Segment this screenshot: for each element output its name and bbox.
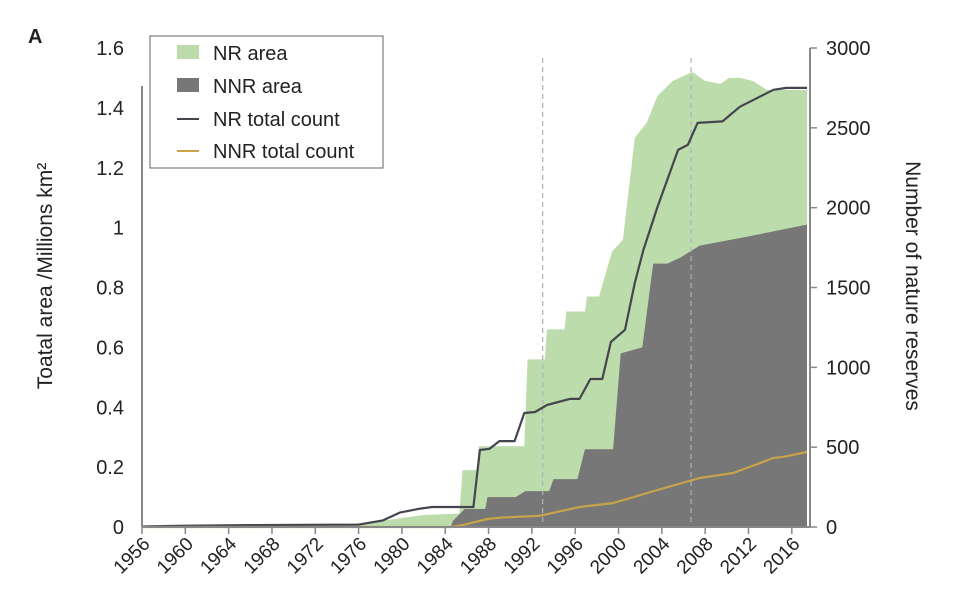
x-tick-label: 1956 bbox=[110, 534, 155, 579]
x-tick-label: 1984 bbox=[413, 533, 458, 578]
x-tick-label: 2004 bbox=[630, 533, 675, 578]
y-tick-label-left: 1.4 bbox=[96, 98, 124, 120]
y-tick-label-left: 0.6 bbox=[96, 337, 124, 359]
x-tick-label: 2012 bbox=[716, 534, 761, 579]
series-nnr-area bbox=[450, 224, 807, 527]
legend-label-nnr-area: NNR area bbox=[213, 76, 303, 98]
legend-label-nnr-count: NNR total count bbox=[213, 141, 355, 163]
legend: NR area NNR area NR total count NNR tota… bbox=[149, 35, 384, 169]
y-tick-label-left: 1 bbox=[113, 218, 124, 240]
legend-label-nr-area: NR area bbox=[213, 43, 288, 65]
series-nnr-total-count bbox=[142, 450, 808, 529]
x-tick-label: 1960 bbox=[153, 534, 198, 579]
x-tick-label: 1996 bbox=[543, 534, 588, 579]
y-axis-label-left: Toatal area /Millions km² bbox=[34, 163, 57, 389]
x-tick-label: 1968 bbox=[240, 534, 285, 579]
y-tick-label-left: 0 bbox=[113, 517, 124, 539]
y-tick-label-right: 500 bbox=[826, 437, 859, 459]
x-tick-label: 1992 bbox=[500, 534, 545, 579]
x-tick-label: 1988 bbox=[456, 534, 501, 579]
y-tick-label-left: 1.2 bbox=[96, 158, 124, 180]
legend-swatch-nnr-area bbox=[177, 78, 199, 92]
y-axis-label-right: Number of nature reserves bbox=[901, 161, 924, 411]
y-tick-label-left: 0.8 bbox=[96, 278, 124, 300]
x-tick-label: 2000 bbox=[586, 534, 631, 579]
y-tick-label-right: 3000 bbox=[826, 38, 871, 60]
plot-area bbox=[141, 58, 808, 529]
y-tick-label-right: 2500 bbox=[826, 118, 871, 140]
y-tick-label-right: 2000 bbox=[826, 198, 871, 220]
y-tick-label-right: 0 bbox=[826, 517, 837, 539]
y-tick-label-right: 1000 bbox=[826, 357, 871, 379]
x-tick-label: 1980 bbox=[370, 534, 415, 579]
panel-label: A bbox=[28, 26, 42, 48]
legend-label-nr-count: NR total count bbox=[213, 109, 340, 131]
x-tick-label: 1964 bbox=[196, 533, 241, 578]
x-tick-label: 2016 bbox=[760, 534, 805, 579]
x-tick-label: 2008 bbox=[673, 534, 718, 579]
y-tick-label-right: 1500 bbox=[826, 278, 871, 300]
series-nr-total-count bbox=[141, 86, 807, 528]
y-tick-label-left: 1.6 bbox=[96, 38, 124, 60]
y-tick-label-left: 0.2 bbox=[96, 457, 124, 479]
x-tick-label: 1972 bbox=[283, 534, 328, 579]
legend-swatch-nr-area bbox=[177, 45, 199, 59]
x-tick-label: 1976 bbox=[326, 534, 371, 579]
y-tick-label-left: 0.4 bbox=[96, 397, 124, 419]
